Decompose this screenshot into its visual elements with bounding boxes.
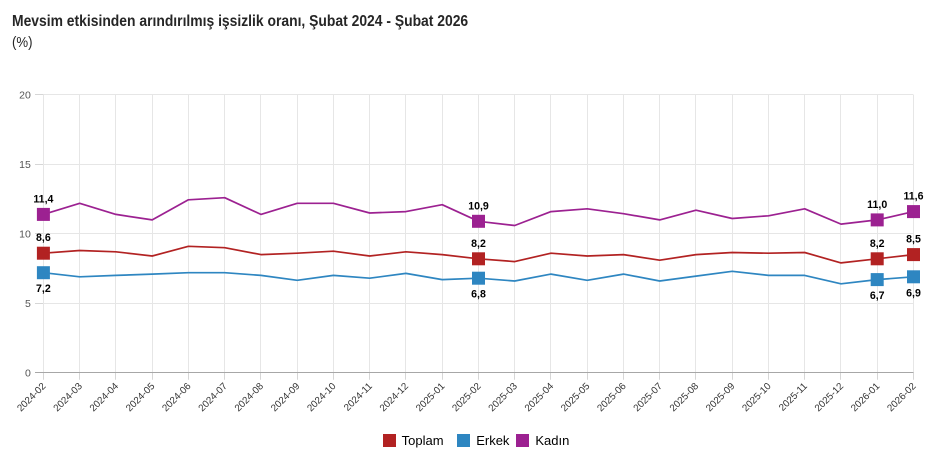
svg-text:2024-12: 2024-12 [378,381,411,414]
svg-text:2024-04: 2024-04 [88,381,122,415]
svg-text:2024-06: 2024-06 [160,381,194,415]
svg-text:11,6: 11,6 [903,191,923,203]
svg-text:0: 0 [25,367,31,379]
svg-text:2025-02: 2025-02 [450,381,483,414]
svg-text:2024-02: 2024-02 [15,381,48,414]
svg-text:6,7: 6,7 [870,290,885,302]
svg-text:2025-08: 2025-08 [668,381,702,415]
svg-text:2024-07: 2024-07 [197,381,230,414]
svg-text:2024-05: 2024-05 [124,381,158,415]
svg-text:8,2: 8,2 [870,238,885,250]
svg-text:11,4: 11,4 [33,193,53,205]
svg-text:11,0: 11,0 [867,199,887,211]
svg-text:6,9: 6,9 [906,287,921,299]
svg-text:2024-09: 2024-09 [269,381,302,414]
svg-text:2024-08: 2024-08 [233,381,267,415]
svg-text:2024-11: 2024-11 [342,381,375,414]
svg-text:8,2: 8,2 [471,238,486,250]
svg-text:2025-01: 2025-01 [414,381,447,414]
svg-text:2025-07: 2025-07 [632,381,665,414]
svg-text:2026-02: 2026-02 [885,381,918,414]
svg-text:6,8: 6,8 [471,289,486,301]
svg-text:8,6: 8,6 [36,232,51,244]
svg-text:5: 5 [25,298,31,310]
svg-text:2025-10: 2025-10 [740,381,774,415]
svg-text:2025-12: 2025-12 [813,381,846,414]
svg-text:2025-05: 2025-05 [559,381,593,415]
svg-text:15: 15 [19,159,31,171]
svg-text:8,5: 8,5 [906,234,921,246]
svg-text:7,2: 7,2 [36,283,51,295]
svg-text:2025-04: 2025-04 [523,381,557,415]
svg-text:2024-03: 2024-03 [52,381,86,415]
svg-text:2025-03: 2025-03 [487,381,521,415]
svg-text:2025-06: 2025-06 [595,381,629,415]
svg-text:2025-09: 2025-09 [704,381,737,414]
svg-text:2025-11: 2025-11 [777,381,810,414]
svg-text:2026-01: 2026-01 [849,381,882,414]
svg-text:2024-10: 2024-10 [305,381,339,415]
svg-text:20: 20 [19,90,31,102]
svg-text:10: 10 [19,229,31,241]
svg-text:10,9: 10,9 [468,200,489,212]
